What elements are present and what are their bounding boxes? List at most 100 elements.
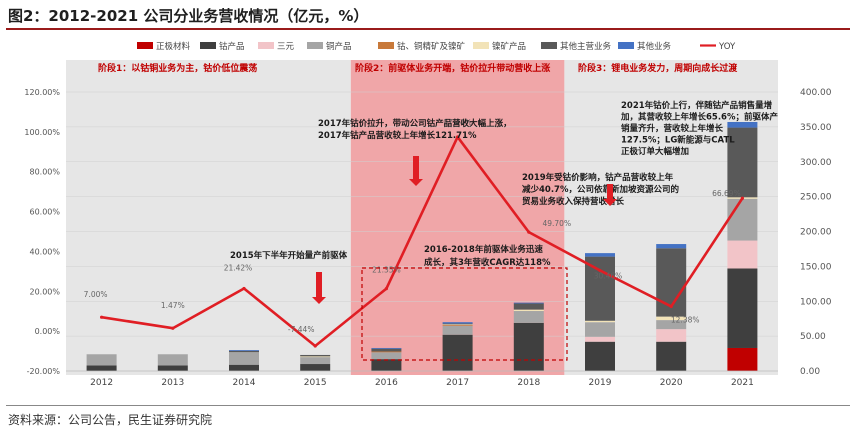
legend: 正极材料 钴产品 三元 铜产品 钴、铜精矿及镍矿 镍矿产品 其他主营业务 其他业务 YOY <box>137 41 736 52</box>
bar-segment <box>371 347 402 349</box>
yoy-line-path <box>101 135 744 348</box>
bar-segment <box>513 303 544 310</box>
left-axis-tick-label: 20.00% <box>29 287 60 296</box>
x-tick-label: 2013 <box>161 378 184 388</box>
bar-segment <box>371 352 402 360</box>
annotation-text: 正极订单大幅增加 <box>621 146 689 157</box>
left-axis-tick-label: 60.00% <box>29 208 60 217</box>
bar-segment <box>585 336 615 342</box>
bar-segment <box>229 350 259 351</box>
legend-label: YOY <box>718 42 736 52</box>
bar-segment <box>656 244 687 249</box>
legend-label: 正极材料 <box>156 41 191 52</box>
yoy-point <box>171 326 175 330</box>
right-axis-tick-label: 400.00 <box>800 88 832 98</box>
bar-segment <box>442 325 473 335</box>
phase-band-1 <box>66 60 351 375</box>
phase-label: 阶段2：前驱体业务开端，钴价拉升带动营收上涨 <box>355 62 551 74</box>
yoy-data-label: 12.38% <box>671 315 700 324</box>
red-arrow-head <box>409 179 423 186</box>
annotation-text: 2016-2018年前驱体业务迅速 <box>424 244 543 255</box>
title-rule <box>6 28 850 30</box>
yoy-data-label: -7.44% <box>288 325 315 334</box>
yoy-data-label: 97.44% <box>443 118 472 127</box>
annotation-text: 减少40.7%，公司依靠新加坡资源公司的 <box>522 184 679 195</box>
bar-segment <box>157 365 188 371</box>
right-axis-tick-label: 0.00 <box>800 367 820 377</box>
bar-segment <box>229 352 259 365</box>
bar-segment <box>371 348 402 352</box>
yoy-point <box>384 286 388 291</box>
legend-label: 钴、铜精矿及镍矿 <box>397 41 466 52</box>
left-axis-tick-label: 120.00% <box>24 88 60 97</box>
legend-label: 镍矿产品 <box>492 41 526 52</box>
annotation-text: 贸易业务收入保持营收增长 <box>522 196 625 207</box>
legend-swatch <box>307 42 323 49</box>
bar-segment <box>513 302 544 304</box>
annotation-text: 2015年下半年开始量产前驱体 <box>230 250 348 261</box>
bar-segment <box>300 354 331 357</box>
bar-segment <box>229 364 259 371</box>
bar-segment <box>371 351 402 353</box>
bar-segment <box>727 121 758 128</box>
bar-segment <box>86 354 117 366</box>
yoy-data-label: 21.42% <box>224 263 253 272</box>
yoy-point <box>242 286 246 291</box>
bar-segment <box>442 323 473 325</box>
annotation-text: 销量齐升，营收较上年增长 <box>621 123 724 134</box>
bar-segment <box>300 357 331 365</box>
yoy-point <box>527 230 531 234</box>
annotation-text: 加，其营收较上年增长65.6%；前驱体产 <box>620 112 778 123</box>
left-axis-tick-label: 100.00% <box>24 128 60 137</box>
x-tick-label: 2017 <box>446 378 469 388</box>
bar-segment <box>727 268 758 348</box>
bar-segment <box>157 354 188 366</box>
legend-swatch <box>137 42 153 49</box>
left-axis-tick-label: 40.00% <box>29 247 60 256</box>
right-axis-tick-label: 250.00 <box>800 193 832 203</box>
source-rule <box>6 405 850 406</box>
x-tick-label: 2018 <box>517 378 540 388</box>
yoy-point <box>740 196 745 200</box>
right-axis-tick-label: 300.00 <box>800 158 832 168</box>
x-tick-label: 2016 <box>375 378 398 388</box>
right-axis-tick-label: 350.00 <box>800 123 832 133</box>
legend-label: 其他业务 <box>637 41 672 52</box>
red-arrow-head <box>312 297 326 304</box>
x-tick-label: 2014 <box>233 378 256 388</box>
yoy-point <box>598 268 602 273</box>
legend-swatch <box>541 42 557 49</box>
legend-swatch <box>378 42 394 49</box>
bar-segment <box>656 320 687 330</box>
figure-title: 图2：2012-2021 公司分业务营收情况（亿元，%） <box>8 7 369 25</box>
bar-segment <box>656 329 687 342</box>
bar-segment <box>442 334 473 371</box>
yoy-data-label: 21.35% <box>372 266 401 275</box>
bar-segment <box>727 127 758 198</box>
bar-segment <box>513 311 544 323</box>
phase-label: 阶段3：锂电业务发力，周期向成长过渡 <box>578 62 738 74</box>
bar-segment <box>86 365 117 371</box>
left-axis-tick-label: -20.00% <box>27 367 61 376</box>
annotation-text: 2017年钴价拉升，带动公司钴产品营收大幅上涨， <box>318 118 512 129</box>
bar-segment <box>727 198 758 241</box>
annotation-text: 127.5%；LG新能源与CATL <box>621 135 735 146</box>
bar-segment <box>442 324 473 326</box>
bar-segment <box>585 322 615 337</box>
yoy-point <box>456 135 460 139</box>
legend-swatch <box>258 42 274 49</box>
red-arrow-shaft <box>413 156 419 180</box>
legend-label: 其他主营业务 <box>560 41 612 52</box>
yoy-point <box>100 315 104 319</box>
left-axis-tick-label: 0.00% <box>35 327 61 336</box>
red-arrow-shaft <box>607 184 613 200</box>
x-tick-label: 2015 <box>304 378 327 388</box>
annotation-text: 成长，其3年营收CAGR达118% <box>424 257 551 268</box>
x-tick-label: 2012 <box>90 378 113 388</box>
right-axis-tick-label: 50.00 <box>800 332 826 342</box>
annotation-text: 2021年钴价上行，伴随钴产品销售量增 <box>621 100 772 111</box>
bar-segment <box>513 309 544 312</box>
right-axis-tick-label: 150.00 <box>800 262 832 272</box>
annotation-text: 2017年钴产品营收较上年增长121.71% <box>318 130 477 141</box>
